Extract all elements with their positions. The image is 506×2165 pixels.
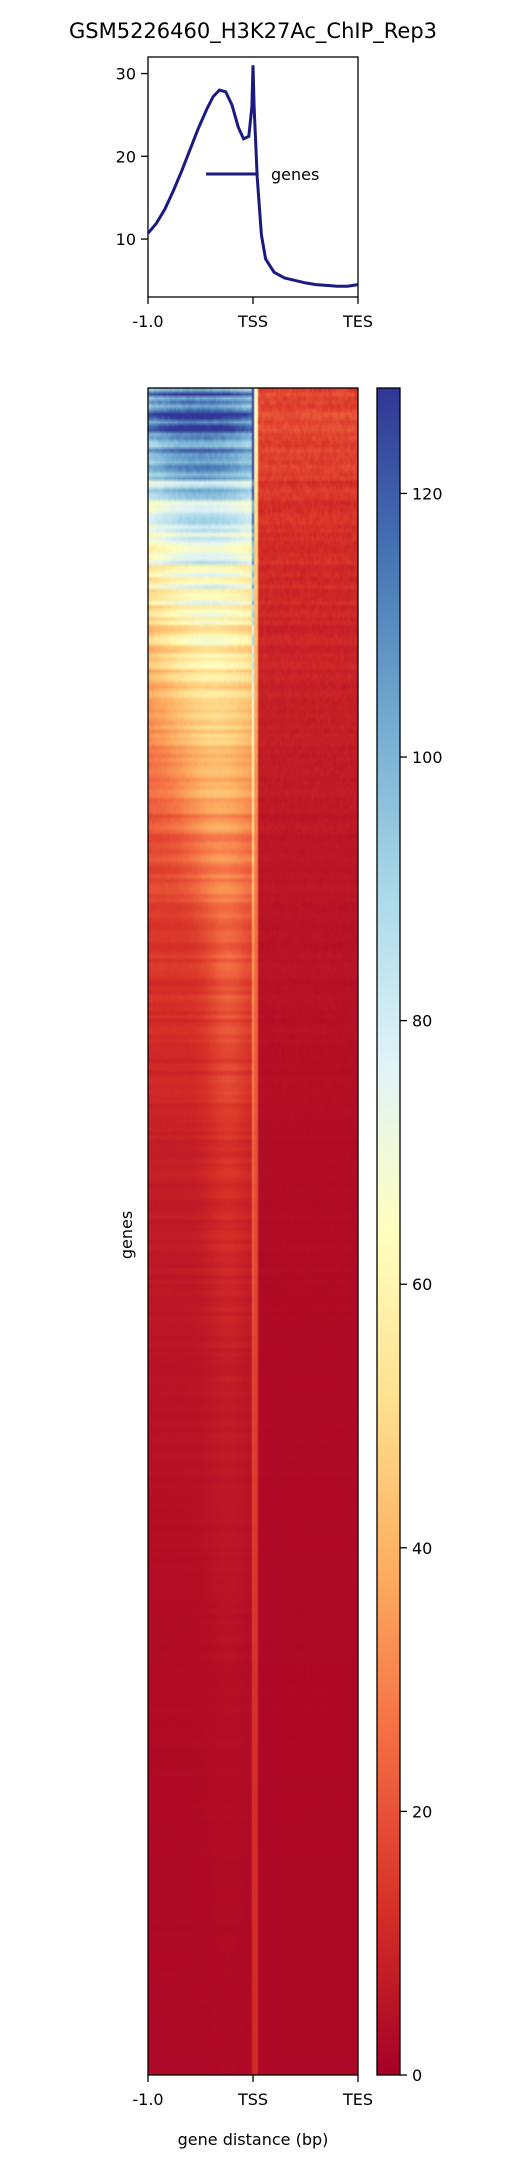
profile-x-tick-label: TES [342,312,373,331]
profile-x-tick-label: -1.0 [132,312,163,331]
heatmap-plot: -1.0 TSS TES gene distance (bp) genes [117,387,373,2149]
profile-legend: genes [206,165,319,184]
colorbar-tick-label: 100 [412,748,443,767]
figure-title: GSM5226460_H3K27Ac_ChIP_Rep3 [69,19,437,44]
profile-x-axis: -1.0 TSS TES [132,297,373,331]
heatmap-x-tick-label: -1.0 [132,2090,163,2109]
colorbar: 0 20 40 60 80 100 120 [376,387,443,2085]
heatmap-x-axis: -1.0 TSS TES [132,2075,373,2109]
profile-series-line-genes [146,65,359,288]
colorbar-gradient [376,387,401,2076]
profile-y-tick-label: 20 [116,147,136,166]
profile-y-tick-label: 10 [116,230,136,249]
heatmap-x-axis-label: gene distance (bp) [178,2130,329,2149]
colorbar-tick-label: 60 [412,1275,432,1294]
colorbar-tick-label: 0 [412,2066,422,2085]
heatmap-image [148,388,358,2075]
profile-plot: 10 20 30 -1.0 TSS TES genes [116,56,373,331]
colorbar-tick-label: 120 [412,484,443,503]
colorbar-ticks: 0 20 40 60 80 100 120 [400,484,443,2085]
colorbar-tick-label: 40 [412,1539,432,1558]
profile-y-tick-label: 30 [116,65,136,84]
heatmap-x-tick-label: TSS [237,2090,268,2109]
profile-x-tick-label: TSS [237,312,268,331]
colorbar-tick-label: 80 [412,1012,432,1031]
heatmap-y-axis-label: genes [117,1211,136,1259]
profile-y-axis: 10 20 30 [116,65,148,249]
legend-label-genes: genes [271,165,319,184]
colorbar-tick-label: 20 [412,1802,432,1821]
heatmap-x-tick-label: TES [342,2090,373,2109]
